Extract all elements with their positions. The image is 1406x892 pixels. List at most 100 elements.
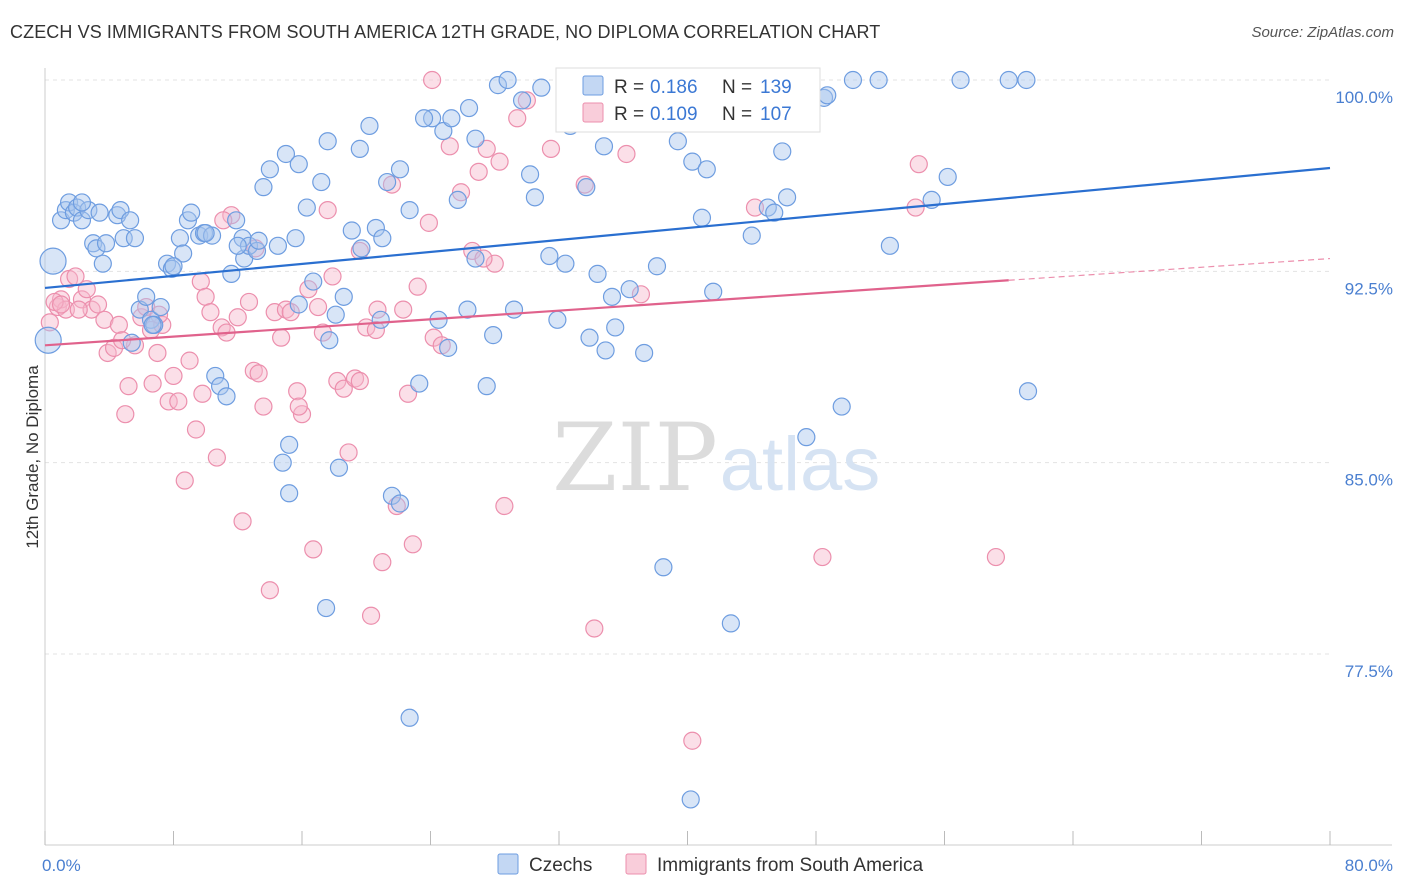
sa-point	[813, 547, 832, 567]
sa-point	[109, 315, 128, 335]
x-tick-label: 0.0%	[42, 856, 81, 875]
sa-trend-line	[44, 279, 1009, 347]
sa-point	[485, 254, 504, 273]
sa-point	[239, 292, 259, 312]
sa-point	[909, 155, 928, 174]
y-tick-label: 85.0%	[1345, 471, 1393, 490]
sa-point	[398, 384, 418, 403]
czech-point	[504, 300, 524, 319]
czech-point	[304, 272, 323, 291]
y-axis-label: 12th Grade, No Diploma	[23, 365, 42, 549]
czech-point	[400, 201, 419, 220]
sa-point	[288, 382, 307, 401]
sa-point	[419, 213, 438, 232]
czech-point	[777, 188, 797, 207]
czech-point	[999, 70, 1018, 90]
czech-point	[228, 236, 247, 255]
sa-point	[318, 201, 337, 220]
czech-point	[326, 305, 345, 324]
czech-point	[87, 239, 106, 258]
sa-point	[260, 581, 279, 600]
sa-point	[119, 377, 138, 396]
sa-point	[40, 313, 59, 332]
czech-point	[268, 236, 288, 255]
sa-point	[541, 139, 561, 158]
czech-point	[280, 435, 299, 454]
sa-series-points	[40, 70, 1006, 750]
czech-n-label: N =	[722, 77, 752, 98]
czech-point	[540, 246, 559, 266]
y-tick-label: 92.5%	[1345, 279, 1393, 298]
czech-point	[254, 178, 273, 197]
sa-point	[490, 152, 509, 171]
sa-point	[403, 535, 422, 554]
czech-point	[378, 172, 397, 192]
legend-sa-swatch	[625, 853, 647, 875]
czech-point	[39, 247, 67, 275]
sa-point	[423, 70, 442, 90]
y-tick-label: 100.0%	[1335, 88, 1393, 107]
czech-point	[93, 254, 112, 273]
sa-point	[249, 364, 268, 383]
sa-point	[148, 343, 167, 363]
sa-point	[585, 619, 604, 638]
czech-point	[122, 333, 141, 352]
legend-sa-label: Immigrants from South America	[657, 855, 924, 876]
czech-point	[668, 132, 687, 151]
sa-point	[196, 287, 215, 306]
czech-point	[484, 326, 503, 345]
sa-point	[244, 361, 263, 380]
legend-czech-swatch	[497, 853, 519, 875]
sa-point	[308, 297, 328, 317]
czech-point	[84, 234, 103, 253]
czech-point	[342, 221, 361, 240]
sa-point	[361, 606, 381, 625]
sa-point	[339, 443, 358, 462]
czech-point	[222, 264, 241, 283]
czech-point	[318, 132, 337, 151]
czech-point	[498, 70, 517, 90]
czech-point	[654, 558, 673, 577]
sa-point	[366, 320, 385, 340]
sa-point	[394, 300, 413, 319]
czech-point	[721, 614, 740, 633]
czech-point	[90, 203, 109, 222]
czech-point	[414, 109, 434, 128]
czech-point	[635, 343, 654, 363]
czech-point	[72, 193, 92, 212]
sa-point	[233, 512, 252, 531]
sa-point	[373, 553, 392, 572]
sa-point	[495, 496, 514, 516]
czech-point	[316, 598, 336, 618]
sa-point	[368, 300, 387, 319]
czech-point	[951, 70, 970, 90]
watermark: ZIP atlas	[552, 404, 880, 513]
czech-point	[137, 287, 156, 306]
czech-swatch	[582, 75, 604, 96]
czech-point	[286, 229, 305, 248]
czech-point	[289, 155, 308, 174]
czech-series-points	[34, 70, 1038, 809]
sa-point	[265, 303, 284, 322]
czech-point	[439, 338, 458, 357]
czech-point	[704, 282, 723, 301]
czech-point	[373, 229, 392, 248]
bottom-legend: Czechs Immigrants from South America	[497, 853, 924, 876]
czech-point	[371, 310, 390, 329]
czech-point	[196, 223, 215, 243]
sa-point	[51, 295, 71, 314]
czech-point	[210, 377, 230, 396]
czech-point	[466, 249, 485, 268]
sa-n-value: 107	[760, 104, 792, 125]
sa-point	[631, 285, 651, 304]
sa-point	[180, 351, 199, 370]
sa-point	[345, 369, 365, 388]
sa-point	[254, 397, 273, 416]
czech-point	[400, 708, 419, 727]
sa-point	[289, 397, 308, 416]
czech-point	[366, 218, 385, 238]
czech-point	[121, 211, 140, 230]
czech-trend-line	[44, 166, 1331, 290]
czech-point	[182, 203, 201, 222]
czech-point	[596, 341, 615, 360]
